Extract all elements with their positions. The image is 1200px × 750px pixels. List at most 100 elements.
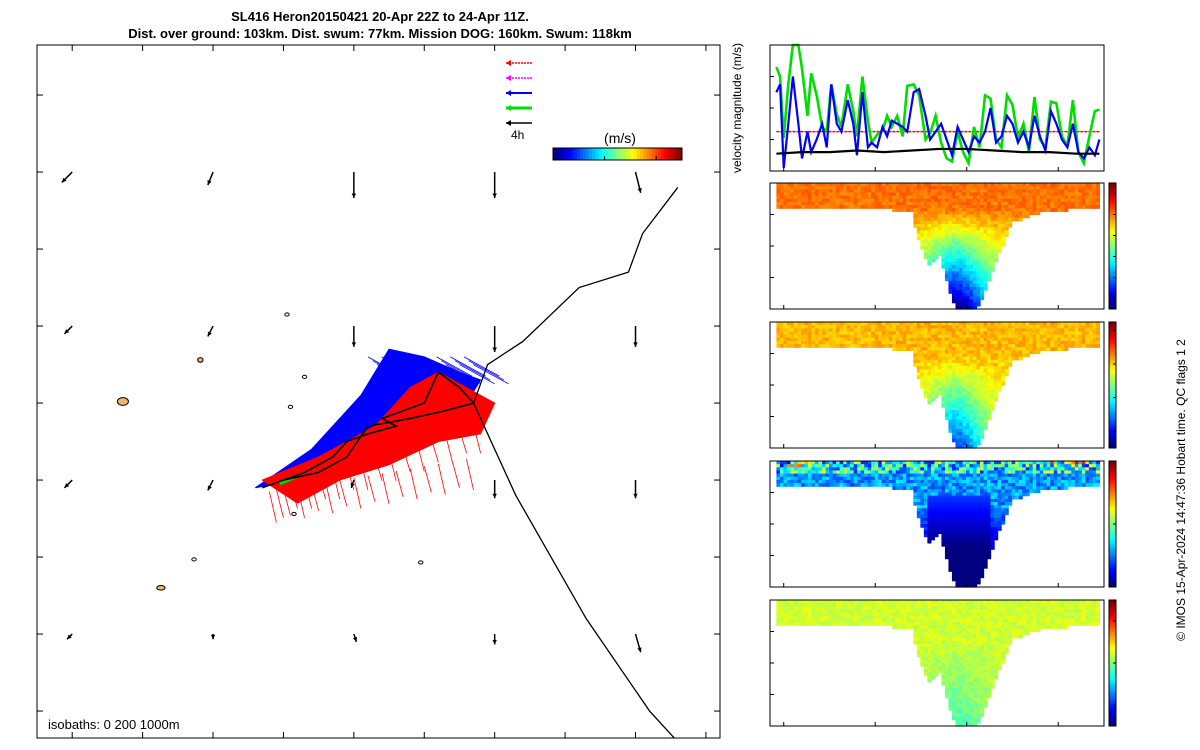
- section-cell: [846, 195, 851, 200]
- section-cell: [906, 334, 911, 339]
- section-cell: [902, 325, 907, 329]
- section-cell: [980, 214, 985, 219]
- section-cell: [955, 372, 960, 377]
- section-cell: [1029, 347, 1034, 351]
- section-cell: [955, 505, 960, 509]
- section-cell: [983, 192, 988, 197]
- section-cell: [881, 344, 886, 348]
- section-cell: [966, 375, 971, 380]
- section-cell: [899, 603, 904, 607]
- section-cell: [909, 461, 914, 465]
- section-cell: [955, 385, 960, 389]
- section-cell: [955, 432, 960, 436]
- colorbar-cell: [1109, 236, 1116, 241]
- section-cell: [916, 344, 921, 348]
- section-cell: [818, 331, 823, 336]
- section-cell: [1043, 470, 1048, 475]
- section-cell: [899, 334, 904, 339]
- section-cell: [1057, 192, 1062, 197]
- section-cell: [987, 542, 992, 547]
- section-cell: [944, 233, 950, 238]
- section-cell: [1078, 461, 1083, 465]
- section-cell: [966, 286, 971, 291]
- section-cell: [783, 483, 788, 487]
- section-cell: [786, 328, 792, 333]
- section-cell: [902, 334, 907, 339]
- section-cell: [937, 239, 943, 244]
- section-cell: [958, 498, 964, 503]
- section-cell: [1015, 217, 1020, 222]
- section-cell: [825, 473, 830, 478]
- section-cell: [864, 183, 869, 187]
- section-cell: [930, 183, 936, 187]
- section-cell: [983, 378, 988, 383]
- section-cell: [1085, 334, 1090, 339]
- colorbar-cell: [1109, 388, 1116, 392]
- section-cell: [962, 271, 967, 275]
- section-cell: [1046, 325, 1051, 329]
- section-cell: [955, 470, 960, 475]
- section-cell: [797, 479, 802, 484]
- section-cell: [955, 495, 960, 500]
- section-cell: [916, 233, 921, 238]
- section-cell: [934, 473, 939, 478]
- section-cell: [864, 622, 869, 626]
- section-cell: [930, 366, 936, 370]
- section-cell: [1064, 192, 1069, 197]
- section-cell: [1039, 344, 1044, 348]
- section-cell: [962, 195, 967, 200]
- section-cell: [874, 479, 879, 484]
- section-cell: [1036, 208, 1041, 212]
- section-cell: [962, 539, 967, 544]
- section-cell: [944, 381, 950, 386]
- section-cell: [980, 186, 985, 190]
- section-cell: [811, 186, 816, 190]
- section-cell: [825, 609, 830, 614]
- section-cell: [804, 186, 809, 190]
- section-cell: [1011, 183, 1016, 187]
- section-cell: [955, 211, 960, 216]
- section-cell: [937, 372, 943, 377]
- section-cell: [987, 552, 992, 557]
- colorbar-cell: [1109, 441, 1116, 446]
- section-cell: [955, 479, 960, 484]
- section-cell: [913, 603, 918, 607]
- section-cell: [1001, 483, 1006, 487]
- section-cell: [899, 618, 904, 623]
- section-cell: [793, 606, 799, 611]
- section-cell: [990, 397, 995, 402]
- section-cell: [843, 612, 848, 617]
- reef: [284, 312, 290, 317]
- section-cell: [853, 331, 858, 336]
- section-cell: [825, 325, 830, 329]
- section-cell: [1050, 461, 1055, 465]
- colorbar-cell: [1109, 183, 1116, 187]
- section-cell: [937, 230, 943, 234]
- section-cell: [934, 391, 939, 396]
- section-cell: [864, 344, 869, 348]
- section-cell: [923, 236, 928, 241]
- colorbar-cell: [643, 148, 647, 160]
- section-cell: [892, 625, 897, 629]
- section-cell: [962, 381, 967, 386]
- section-cell: [962, 549, 967, 553]
- section-cell: [1025, 205, 1030, 209]
- section-cell: [850, 622, 855, 626]
- section-cell: [871, 464, 876, 468]
- section-cell: [955, 325, 960, 329]
- section-cell: [793, 337, 799, 342]
- section-cell: [962, 391, 967, 396]
- section-cell: [878, 622, 883, 626]
- section-cell: [997, 464, 1002, 468]
- section-cell: [804, 205, 809, 209]
- section-cell: [962, 583, 967, 588]
- section-cell: [909, 186, 914, 190]
- section-cell: [937, 486, 943, 490]
- section-cell: [966, 577, 971, 582]
- section-cell: [951, 577, 957, 582]
- section-cell: [909, 328, 914, 333]
- section-cell: [934, 322, 939, 326]
- section-cell: [997, 205, 1002, 209]
- colorbar-cell: [1109, 479, 1116, 484]
- section-cell: [892, 615, 897, 620]
